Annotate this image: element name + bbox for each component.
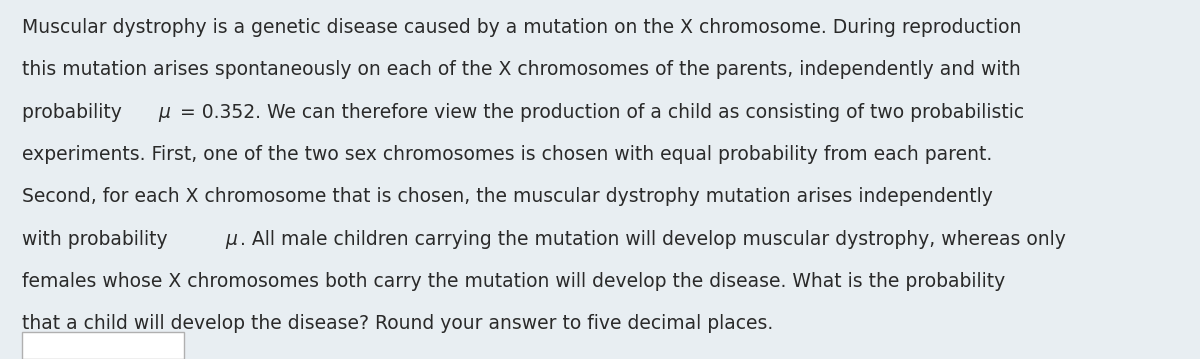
Text: μ: μ xyxy=(224,230,236,249)
Text: experiments. First, one of the two sex chromosomes is chosen with equal probabil: experiments. First, one of the two sex c… xyxy=(22,145,992,164)
Text: that a child will develop the disease? Round your answer to five decimal places.: that a child will develop the disease? R… xyxy=(22,314,773,334)
Text: Second, for each X chromosome that is chosen, the muscular dystrophy mutation ar: Second, for each X chromosome that is ch… xyxy=(22,187,992,206)
Text: probability: probability xyxy=(22,103,127,122)
Text: this mutation arises spontaneously on each of the X chromosomes of the parents, : this mutation arises spontaneously on ea… xyxy=(22,60,1020,79)
Text: females whose X chromosomes both carry the mutation will develop the disease. Wh: females whose X chromosomes both carry t… xyxy=(22,272,1004,291)
Text: μ: μ xyxy=(158,103,170,122)
Text: Muscular dystrophy is a genetic disease caused by a mutation on the X chromosome: Muscular dystrophy is a genetic disease … xyxy=(22,18,1021,37)
FancyBboxPatch shape xyxy=(22,332,184,359)
Text: = 0.352. We can therefore view the production of a child as consisting of two pr: = 0.352. We can therefore view the produ… xyxy=(174,103,1024,122)
Text: with probability: with probability xyxy=(22,230,179,249)
Text: . All male children carrying the mutation will develop muscular dystrophy, where: . All male children carrying the mutatio… xyxy=(240,230,1066,249)
